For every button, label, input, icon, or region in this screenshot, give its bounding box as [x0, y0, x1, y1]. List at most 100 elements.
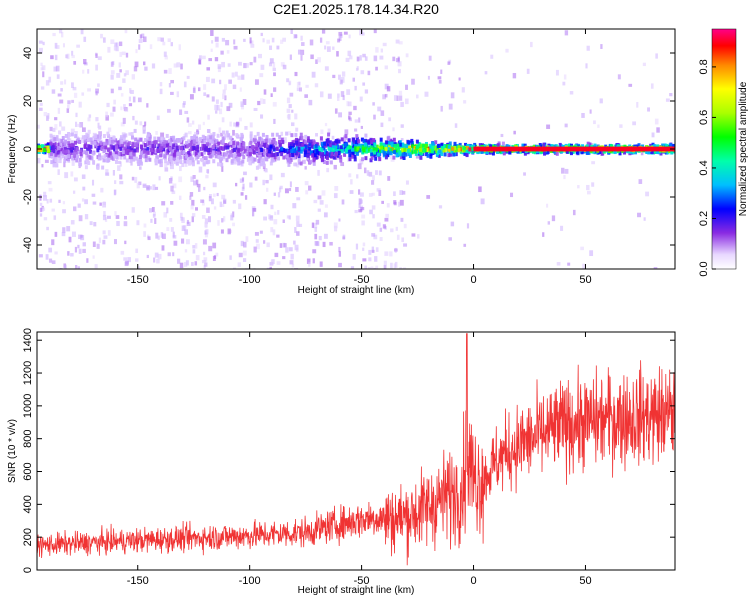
spectrogram-cell: [319, 37, 323, 43]
spectrogram-cell: [311, 222, 315, 228]
spectrogram-cell: [186, 219, 189, 224]
spectrogram-cell: [266, 39, 270, 44]
spectrogram-cell: [82, 242, 86, 247]
spectrogram-cell: [170, 160, 174, 165]
spectrogram-cell: [189, 192, 194, 197]
spectrogram-cell: [254, 176, 258, 181]
spectrogram-cell: [183, 261, 188, 267]
spectrogram-cell: [184, 162, 188, 167]
spectrogram-cell: [87, 137, 91, 142]
spectrogram-cell: [125, 139, 129, 144]
spectrogram-cell: [322, 141, 326, 146]
spectrogram-cell: [392, 155, 396, 160]
spectrogram-cell: [375, 47, 379, 53]
spectrogram-cell: [393, 263, 396, 269]
spectrogram-cell: [490, 54, 494, 59]
spectrogram-cell: [73, 177, 78, 182]
spectrogram-cell: [79, 149, 83, 154]
spectrogram-cell: [38, 107, 43, 111]
spectrogram-cell: [286, 97, 291, 104]
spectrogram-cell: [601, 151, 605, 156]
spectrogram-cell: [212, 138, 216, 143]
spectrogram-cell: [266, 267, 270, 269]
spectrogram-cell: [63, 147, 67, 152]
spectrogram-cell: [237, 262, 242, 267]
spectrogram-cell: [450, 92, 455, 99]
spectrogram-cell: [333, 222, 338, 229]
spectrogram-cell: [233, 39, 236, 45]
spectrogram-cell: [184, 249, 188, 253]
spectrogram-cell: [169, 164, 174, 170]
spectrogram-cell: [418, 142, 422, 147]
spectrogram-cell: [308, 99, 313, 106]
spectrogram-cell: [647, 150, 651, 155]
spectrogram-cell: [119, 155, 123, 160]
spectrogram-cell: [229, 255, 232, 260]
spectrogram-cell: [242, 155, 246, 160]
spectrogram-cell: [366, 170, 370, 176]
spectrogram-cell: [290, 253, 294, 260]
spectrogram-cell: [172, 143, 176, 148]
spectrogram-cell: [340, 137, 344, 142]
spectrogram-cell: [315, 59, 318, 64]
spectrogram-cell: [377, 148, 381, 153]
spectrogram-cell: [158, 146, 162, 151]
spectrogram-cell: [97, 145, 101, 150]
spectrogram-cell: [74, 134, 78, 139]
spectrogram-cell: [97, 83, 100, 87]
spectrogram-cell: [62, 201, 66, 205]
spectrogram-cell: [243, 148, 247, 153]
spectrogram-cell: [110, 155, 114, 160]
spectrogram-cell: [227, 63, 231, 67]
spectrogram-cell: [562, 81, 566, 86]
spectrogram-cell: [105, 115, 109, 121]
spectrogram-cell: [212, 242, 217, 249]
spectrogram-cell: [526, 150, 530, 155]
spectrogram-cell: [160, 132, 165, 138]
spectrogram-cell: [111, 156, 115, 161]
spectrogram-cell: [169, 218, 173, 222]
spectrogram-cell: [125, 158, 129, 163]
spectrogram-cell: [81, 127, 86, 132]
spectrogram-cell: [350, 179, 353, 185]
spectrogram-cell: [550, 144, 554, 149]
spectrogram-cell: [218, 127, 222, 133]
spectrogram-cell: [105, 111, 108, 118]
spectrogram-cell: [191, 120, 195, 125]
spectrogram-cell: [87, 129, 91, 134]
spectrogram-cell: [265, 143, 269, 148]
spectrogram-cell: [257, 164, 261, 169]
spectrogram-cell: [276, 152, 280, 157]
spectrogram-cell: [394, 261, 398, 268]
spectrogram-cell: [296, 197, 301, 201]
spectrogram-cell: [148, 186, 152, 190]
spectrogram-cell: [216, 133, 220, 138]
spectrogram-ylabel: Frequency (Hz): [7, 115, 18, 184]
spectrogram-cell: [599, 98, 603, 104]
spectrogram-cell: [357, 189, 361, 195]
spectrogram-cell: [259, 98, 264, 104]
spectrogram-cell: [206, 94, 210, 98]
spectrogram-cell: [478, 143, 482, 148]
spectrogram-cell: [295, 127, 299, 132]
spectrogram-cell: [103, 235, 108, 239]
spectrogram-cell: [93, 140, 97, 145]
spectrogram-cell: [198, 137, 202, 142]
spectrogram-cell: [79, 122, 84, 128]
spectrogram-cell: [252, 207, 257, 212]
spectrogram-cell: [213, 140, 217, 145]
spectrogram-cell: [479, 149, 483, 154]
spectrogram-cell: [161, 141, 165, 146]
spectrogram-cell: [233, 160, 237, 165]
spectrogram-cell: [384, 83, 389, 90]
spectrogram-cell: [182, 150, 186, 155]
spectrogram-cell: [338, 251, 342, 257]
spectrogram-cell: [356, 174, 359, 179]
spectrogram-cell: [398, 95, 403, 101]
spectrogram-cell: [307, 148, 311, 153]
spectrogram-cell: [185, 140, 189, 145]
spectrogram-cell: [149, 147, 153, 152]
spectrogram-cell: [102, 230, 106, 235]
spectrogram-cell: [190, 176, 195, 182]
spectrogram-cell: [253, 246, 257, 253]
